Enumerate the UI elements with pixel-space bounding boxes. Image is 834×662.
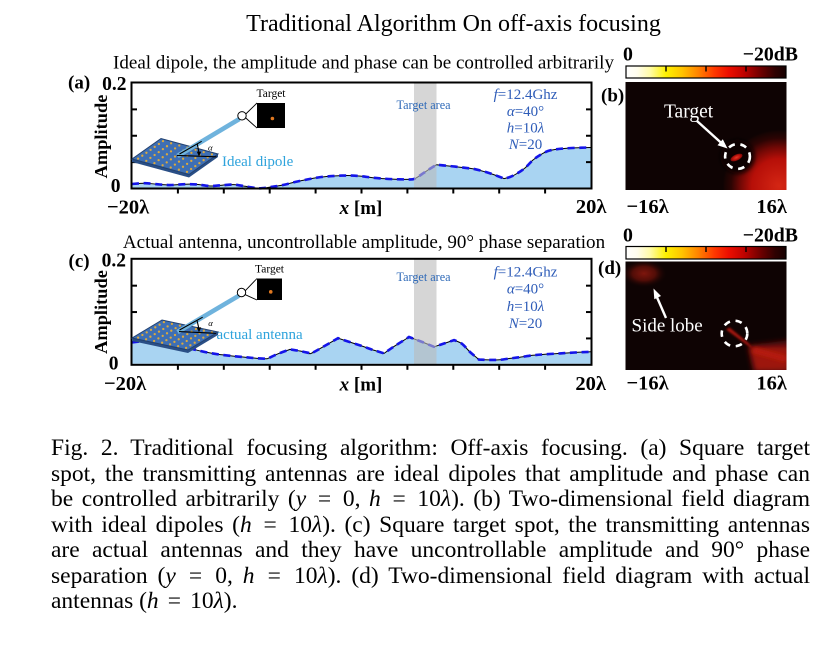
svg-text:Amplitude: Amplitude — [91, 270, 111, 354]
svg-text:h=10λ: h=10λ — [507, 299, 545, 315]
svg-text:α: α — [208, 318, 213, 328]
svg-text:actual antenna: actual antenna — [217, 327, 304, 343]
svg-text:Target: Target — [255, 264, 285, 276]
svg-text:Amplitude: Amplitude — [91, 95, 111, 179]
svg-text:Side lobe: Side lobe — [632, 315, 703, 336]
svg-text:0.2: 0.2 — [102, 250, 126, 271]
svg-text:−16λ: −16λ — [627, 373, 670, 395]
svg-text:0: 0 — [623, 44, 633, 66]
svg-text:20λ: 20λ — [576, 196, 608, 218]
svg-text:−20λ: −20λ — [104, 373, 147, 395]
svg-text:(d): (d) — [598, 258, 621, 279]
svg-text:0: 0 — [111, 176, 121, 197]
svg-text:20λ: 20λ — [575, 373, 607, 395]
svg-text:f=12.4Ghz: f=12.4Ghz — [494, 265, 558, 281]
svg-text:Target area: Target area — [397, 98, 452, 112]
svg-text:−20dB: −20dB — [743, 44, 798, 66]
svg-text:Target area: Target area — [397, 270, 452, 284]
svg-text:−20dB: −20dB — [743, 225, 798, 247]
svg-text:Ideal dipole: Ideal dipole — [222, 154, 294, 170]
svg-text:f=12.4Ghz: f=12.4Ghz — [494, 87, 558, 103]
svg-text:Actual antenna, uncontrollable: Actual antenna, uncontrollable amplitude… — [123, 232, 606, 253]
svg-text:Traditional Algorithm On off-a: Traditional Algorithm On off-axis focusi… — [246, 11, 661, 37]
svg-text:−20λ: −20λ — [107, 197, 150, 219]
svg-text:x [m]: x [m] — [339, 198, 383, 219]
svg-text:16λ: 16λ — [756, 373, 788, 395]
svg-text:(b): (b) — [601, 86, 624, 107]
svg-text:0.2: 0.2 — [102, 74, 126, 95]
svg-text:0: 0 — [109, 354, 119, 375]
svg-text:−16λ: −16λ — [627, 196, 670, 218]
svg-text:16λ: 16λ — [756, 196, 788, 218]
svg-text:α=40°: α=40° — [507, 104, 544, 120]
svg-text:(c): (c) — [69, 251, 90, 272]
svg-text:α=40°: α=40° — [507, 282, 544, 298]
svg-text:x [m]: x [m] — [339, 375, 383, 396]
svg-text:h=10λ: h=10λ — [507, 121, 545, 137]
svg-text:N=20: N=20 — [508, 316, 542, 332]
svg-text:Target: Target — [257, 88, 287, 100]
svg-text:Ideal dipole, the amplitude an: Ideal dipole, the amplitude and phase ca… — [113, 53, 614, 74]
svg-text:0: 0 — [623, 225, 633, 247]
svg-text:Target: Target — [664, 102, 714, 123]
svg-text:(a): (a) — [68, 73, 90, 94]
svg-text:α: α — [208, 142, 213, 152]
svg-text:N=20: N=20 — [508, 137, 542, 153]
